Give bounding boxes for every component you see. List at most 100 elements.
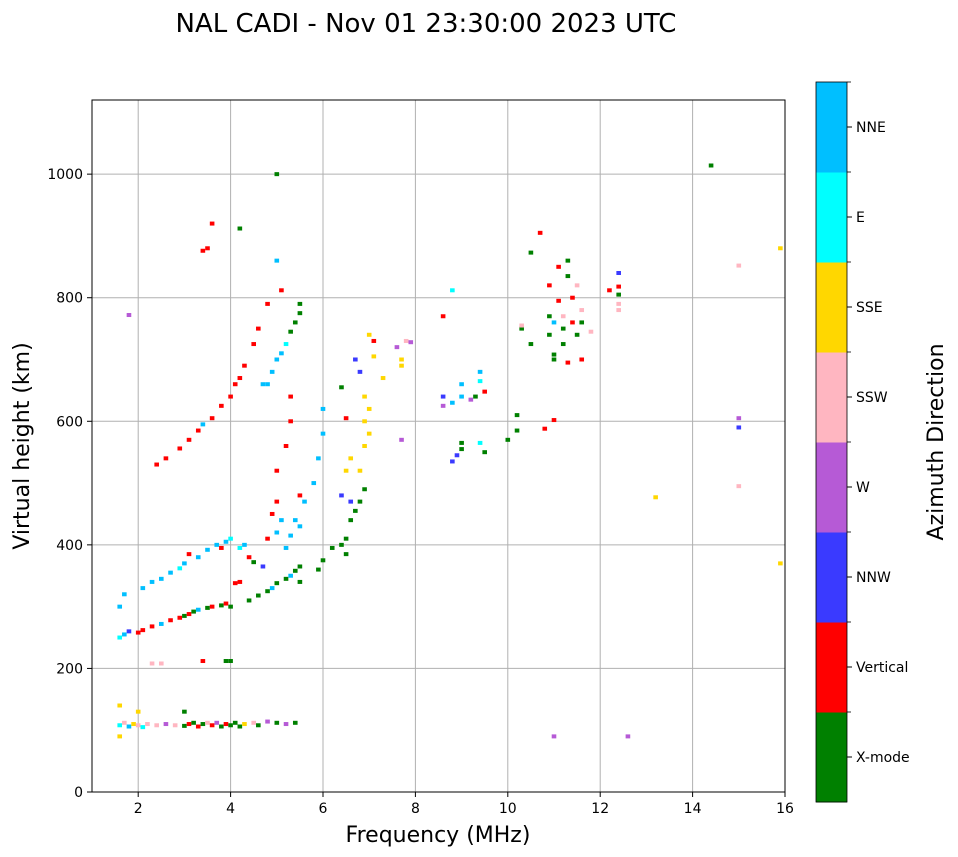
data-point-nne (265, 382, 270, 387)
data-point-sse (362, 419, 367, 424)
data-point-x-mode (565, 258, 571, 263)
colorbar-segment-nnw (816, 532, 847, 623)
data-point-sse (366, 406, 372, 411)
data-point-w (625, 734, 631, 739)
data-point-vertical (209, 416, 215, 421)
data-point-x-mode (256, 593, 261, 598)
data-point-sse (357, 468, 363, 473)
data-point-nne (214, 542, 220, 547)
data-point-w (283, 722, 289, 727)
data-point-nne (149, 579, 155, 584)
data-point-vertical (542, 426, 548, 431)
data-point-ssw (616, 301, 621, 306)
data-point-w (736, 416, 742, 421)
data-point-vertical (219, 545, 224, 550)
data-point-vertical (135, 630, 141, 635)
data-point-x-mode (228, 659, 233, 664)
colorbar-frame (815, 81, 848, 803)
y-axis-label: Virtual height (km) (10, 342, 35, 549)
data-point-vertical (200, 248, 206, 253)
data-point-vertical (186, 552, 192, 557)
data-point-x-mode (228, 604, 233, 609)
data-point-w (468, 397, 474, 402)
data-point-ssw (149, 661, 155, 666)
data-point-vertical (186, 722, 192, 727)
data-point-vertical (219, 403, 224, 408)
data-point-x-mode (551, 352, 557, 357)
data-point-w (551, 734, 557, 739)
data-point-nnw (126, 629, 132, 634)
data-point-nne (274, 357, 280, 362)
data-point-nne (311, 481, 317, 486)
x-tick-label: 6 (319, 801, 328, 817)
data-point-x-mode (565, 274, 571, 279)
data-point-vertical (274, 499, 280, 504)
data-point-x-mode (505, 437, 511, 442)
data-point-vertical (283, 444, 289, 448)
data-point-vertical (556, 264, 561, 269)
data-point-sse (380, 376, 386, 381)
data-point-vertical (163, 456, 169, 461)
data-point-vertical (556, 298, 561, 303)
data-point-x-mode (292, 720, 298, 725)
x-axis-label: Frequency (MHz) (346, 823, 531, 848)
data-point-vertical (279, 288, 284, 293)
data-point-vertical (343, 416, 349, 421)
data-point-nne (274, 258, 280, 263)
data-point-x-mode (316, 567, 321, 572)
data-point-vertical (232, 382, 238, 387)
data-point-nne (288, 533, 293, 538)
data-point-sse (371, 354, 377, 359)
data-point-sse (653, 495, 658, 500)
data-point-vertical (269, 511, 275, 516)
data-point-nne (269, 369, 275, 374)
data-point-x-mode (292, 320, 298, 325)
data-point-x-mode (519, 326, 524, 331)
data-point-x-mode (274, 720, 280, 725)
data-point-vertical (274, 468, 280, 473)
data-point-nne (182, 561, 187, 566)
data-point-nne (260, 382, 266, 387)
data-point-x-mode (560, 342, 566, 347)
data-point-vertical (440, 314, 446, 319)
colorbar-segment-vertical (816, 622, 847, 713)
data-point-vertical (288, 419, 293, 424)
data-point-x-mode (320, 558, 326, 563)
data-point-nne (242, 542, 247, 547)
x-tick-label: 10 (499, 801, 517, 817)
y-tick-label: 600 (56, 414, 83, 430)
colorbar-label: Azimuth Direction (924, 343, 949, 540)
data-point-sse (117, 734, 123, 739)
colorbar-segment-w (816, 442, 847, 533)
data-point-vertical (209, 604, 215, 609)
data-point-vertical (209, 723, 215, 728)
data-point-x-mode (353, 508, 358, 513)
data-point-vertical (242, 363, 247, 368)
data-point-x-mode (237, 226, 243, 231)
data-point-x-mode (232, 720, 238, 725)
data-point-sse (343, 468, 349, 473)
data-point-x-mode (246, 598, 252, 603)
data-point-x-mode (228, 723, 233, 728)
data-point-vertical (288, 394, 293, 399)
data-point-vertical (186, 612, 192, 617)
data-point-vertical (140, 628, 146, 633)
data-point-nnw (616, 271, 621, 275)
data-point-nne (297, 524, 303, 529)
data-point-vertical (200, 659, 206, 664)
data-point-vertical (246, 555, 252, 560)
x-tick-label: 8 (411, 801, 420, 817)
data-point-nne (283, 545, 289, 550)
data-point-e (228, 536, 233, 541)
data-point-vertical (177, 446, 183, 451)
data-point-sse (399, 363, 404, 368)
data-point-sse (117, 703, 123, 708)
data-point-e (117, 723, 123, 728)
data-point-nne (288, 573, 293, 578)
data-point-w (408, 340, 414, 345)
data-point-nne (302, 499, 307, 504)
colorbar-segment-e (816, 172, 847, 263)
colorbar-tick-label: NNE (856, 120, 886, 136)
data-point-sse (778, 561, 783, 566)
